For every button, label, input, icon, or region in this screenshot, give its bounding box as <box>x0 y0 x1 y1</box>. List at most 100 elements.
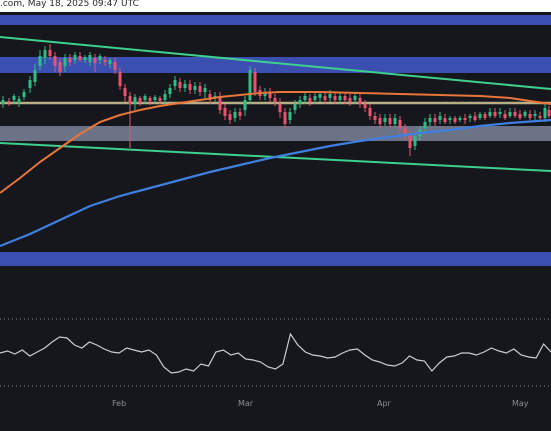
candle-body <box>223 108 227 116</box>
candle-body <box>438 116 442 120</box>
x-tick-label: Apr <box>377 399 392 408</box>
candle-body <box>503 114 507 118</box>
candle-body <box>358 98 362 104</box>
candle-body <box>83 57 87 60</box>
candle-body <box>203 88 207 92</box>
candle-body <box>78 56 82 60</box>
watermark-text: .com, May 18, 2025 09:47 UTC <box>0 0 139 9</box>
candle-body <box>538 116 542 118</box>
candle-body <box>533 114 537 116</box>
candle-body <box>463 118 467 120</box>
candle-body <box>7 101 11 103</box>
candle-body <box>528 114 532 118</box>
candle-body <box>483 114 487 118</box>
candle-body <box>398 120 402 128</box>
candle-body <box>1 100 5 104</box>
candle-body <box>123 88 127 96</box>
candle-body <box>423 122 427 128</box>
candle-body <box>53 56 57 66</box>
chart-background <box>0 12 551 431</box>
candle-body <box>303 96 307 100</box>
candle-body <box>293 104 297 110</box>
candle-body <box>363 104 367 108</box>
candle-body <box>198 86 202 92</box>
candle-body <box>318 94 322 98</box>
candle-body <box>93 58 97 63</box>
candle-body <box>128 96 132 104</box>
x-tick-label: Mar <box>238 399 254 408</box>
candle-body <box>33 70 37 82</box>
zone-lower-support <box>0 252 551 266</box>
candle-body <box>508 112 512 116</box>
channel-upper-line <box>0 36 551 90</box>
candle-body <box>103 60 107 62</box>
candle-body <box>328 94 332 98</box>
candle-body <box>518 114 522 118</box>
rsi-line <box>0 332 551 374</box>
candle-body <box>153 97 157 100</box>
candle-body <box>113 62 117 70</box>
candle-body <box>343 96 347 100</box>
candle-body <box>12 96 16 100</box>
candle-body <box>458 118 462 120</box>
x-tick-label: Feb <box>112 399 126 408</box>
candle-body <box>408 134 412 148</box>
zone-upper-resistance <box>0 57 551 73</box>
candle-body <box>228 114 232 120</box>
candle-body <box>248 70 252 100</box>
candle-body <box>453 118 457 122</box>
candle-body <box>108 60 112 64</box>
candle-body <box>43 50 47 58</box>
candle-body <box>473 116 477 120</box>
candle-body <box>38 56 42 66</box>
candle-body <box>308 98 312 102</box>
candle-body <box>188 84 192 90</box>
candle-body <box>68 58 72 62</box>
candle-body <box>98 56 102 60</box>
x-tick-label: May <box>512 399 529 408</box>
candle-body <box>48 50 52 56</box>
candle-body <box>323 96 327 100</box>
candle-body <box>22 92 26 97</box>
candle-body <box>498 112 502 114</box>
candle-body <box>268 92 272 98</box>
candle-body <box>288 112 292 120</box>
candle-body <box>493 112 497 116</box>
candle-body <box>278 104 282 112</box>
candle-body <box>348 98 352 102</box>
candle-body <box>118 72 122 86</box>
candle-body <box>58 62 62 72</box>
candle-body <box>413 136 417 146</box>
candle-body <box>63 58 67 66</box>
candle-body <box>88 55 92 62</box>
candle-body <box>263 92 267 96</box>
candle-body <box>523 112 527 116</box>
candle-body <box>163 94 167 100</box>
candle-body <box>333 96 337 100</box>
candle-body <box>253 72 257 92</box>
candle-body <box>158 98 162 101</box>
candle-body <box>243 100 247 110</box>
candle-body <box>428 118 432 122</box>
candle-body <box>238 112 242 116</box>
candle-body <box>28 80 32 88</box>
candle-body <box>273 98 277 102</box>
candle-body <box>547 110 551 116</box>
candle-body <box>378 118 382 124</box>
candle-body <box>513 112 517 116</box>
candle-body <box>403 128 407 136</box>
candle-body <box>148 98 152 101</box>
candle-body <box>298 100 302 104</box>
candle-body <box>543 108 547 118</box>
candle-body <box>178 82 182 88</box>
candle-body <box>388 118 392 124</box>
candlestick-series <box>1 44 551 156</box>
candle-body <box>283 112 287 124</box>
candle-body <box>173 80 177 86</box>
candle-body <box>433 118 437 122</box>
candle-body <box>478 114 482 118</box>
candle-body <box>443 118 447 122</box>
candle-body <box>143 96 147 100</box>
candle-body <box>17 99 21 103</box>
